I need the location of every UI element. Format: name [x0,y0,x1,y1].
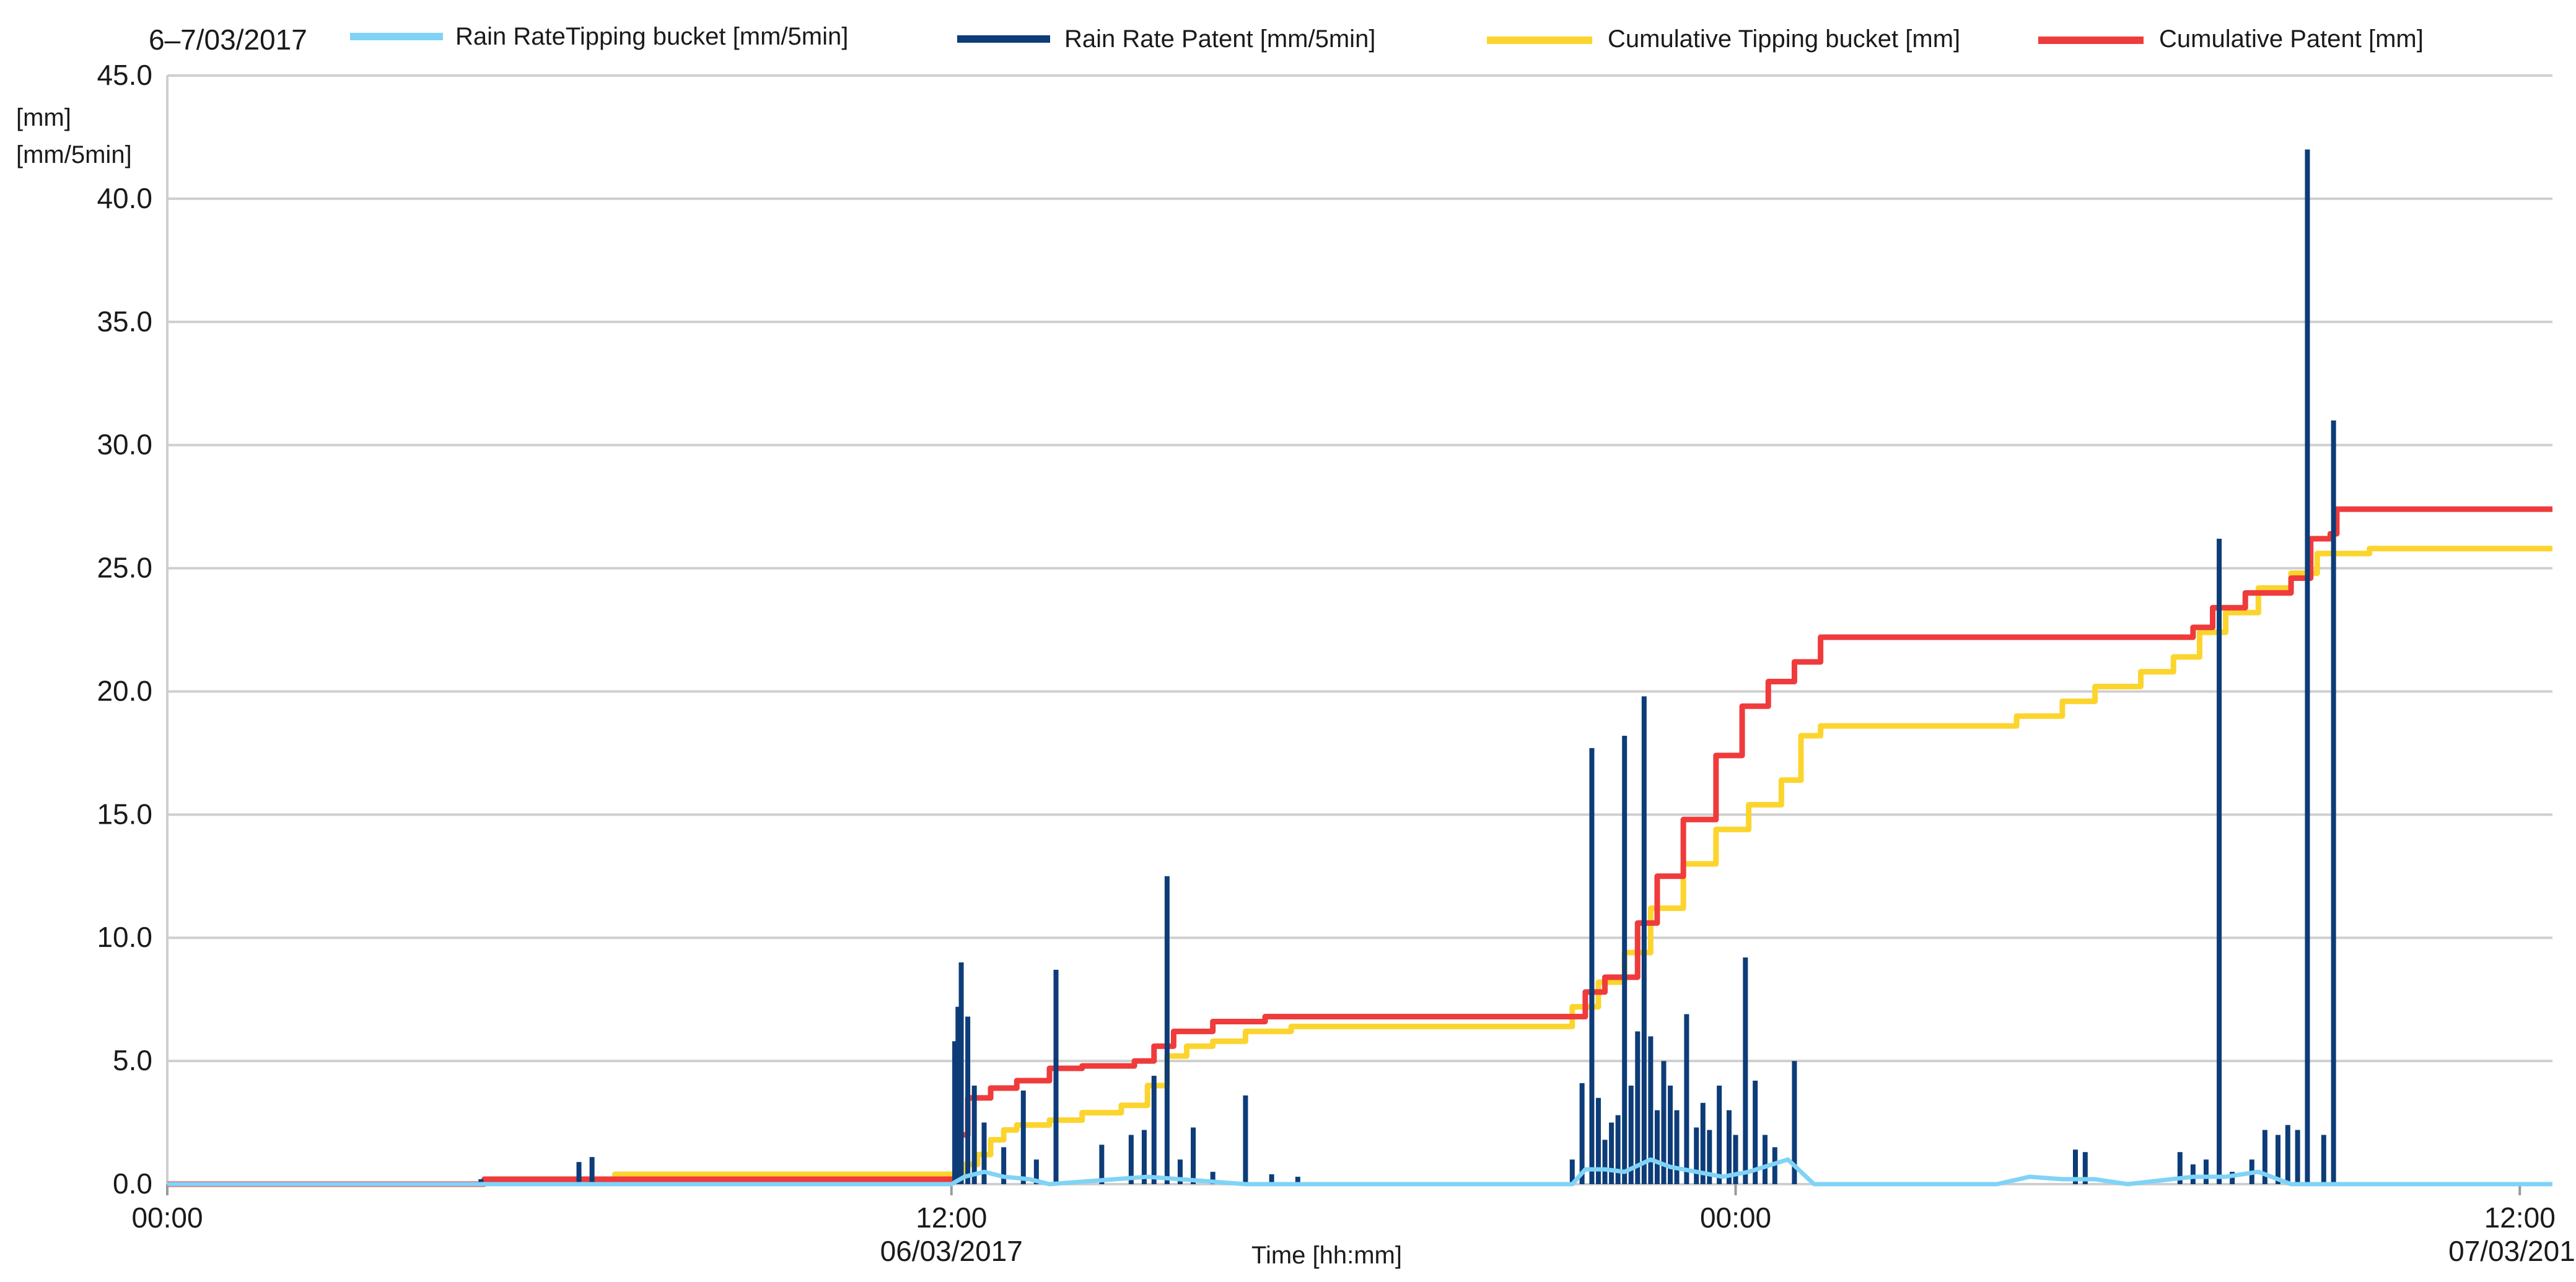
y-tick-label: 20.0 [97,674,152,707]
legend-label-rain-rate-tipping: Rain RateTipping bucket [mm/5min] [455,23,848,50]
legend-item-rain-rate-tipping: Rain RateTipping bucket [mm/5min] [350,23,848,50]
legend-item-cumulative-patent: Cumulative Patent [mm] [2038,25,2424,53]
x-tick-date-label: 07/03/2017 [2448,1235,2576,1267]
legend-swatch-cumulative-tipping [1487,37,1592,44]
x-tick-date-label: 06/03/2017 [880,1235,1023,1267]
gridlines [167,74,2552,1185]
legend-swatch-cumulative-patent [2038,37,2144,44]
y-tick-label: 10.0 [97,921,152,953]
y-tick-label: 15.0 [97,798,152,830]
y-tick-label: 25.0 [97,552,152,584]
y-tick-label: 30.0 [97,429,152,461]
x-axis-label: Time [hh:mm] [1251,1242,1402,1269]
legend-swatch-rain-rate-tipping [350,33,443,40]
legend: Rain RateTipping bucket [mm/5min] Rain R… [350,23,2424,53]
y-tick-label: 35.0 [97,305,152,338]
x-tick-label: 00:00 [131,1201,203,1234]
x-tick-label: 00:00 [1700,1201,1771,1234]
series-cumulative-patent-mm [167,506,2552,1187]
series-rain-rate-patent-mm-5min [478,149,2336,1184]
legend-label-cumulative-patent: Cumulative Patent [mm] [2159,25,2424,53]
y-tick-label: 40.0 [97,182,152,214]
legend-label-rain-rate-patent: Rain Rate Patent [mm/5min] [1064,25,1375,53]
chart-title: 6–7/03/2017 [149,24,307,56]
legend-swatch-rain-rate-patent [957,35,1050,43]
plot-area [167,149,2552,1187]
series-line-rain-ratetipping-bucket-mm-5min [167,1157,2552,1187]
series-line-cumulative-tipping-bucket-mm [167,546,2552,1187]
series-cumulative-tipping-bucket-mm [167,546,2552,1187]
y-tick-label: 0.0 [113,1167,152,1200]
y-tick-label: 45.0 [97,59,152,91]
series-rain-ratetipping-bucket-mm-5min [167,1157,2552,1187]
legend-label-cumulative-tipping: Cumulative Tipping bucket [mm] [1608,25,1960,53]
y-axis-unit-mm-per-5min: [mm/5min] [16,141,132,168]
y-axis: 0.0 5.0 10.0 15.0 20.0 25.0 30.0 35.0 40.0 45.0 [97,59,169,1200]
y-axis-unit-mm: [mm] [16,104,71,131]
legend-item-rain-rate-patent: Rain Rate Patent [mm/5min] [957,25,1375,53]
x-tick-label: 12:00 [916,1201,987,1234]
y-tick-label: 5.0 [113,1044,152,1076]
series-line-cumulative-patent-mm [167,506,2552,1187]
x-tick-label: 12:00 [2484,1201,2556,1234]
legend-item-cumulative-tipping: Cumulative Tipping bucket [mm] [1487,25,1960,53]
